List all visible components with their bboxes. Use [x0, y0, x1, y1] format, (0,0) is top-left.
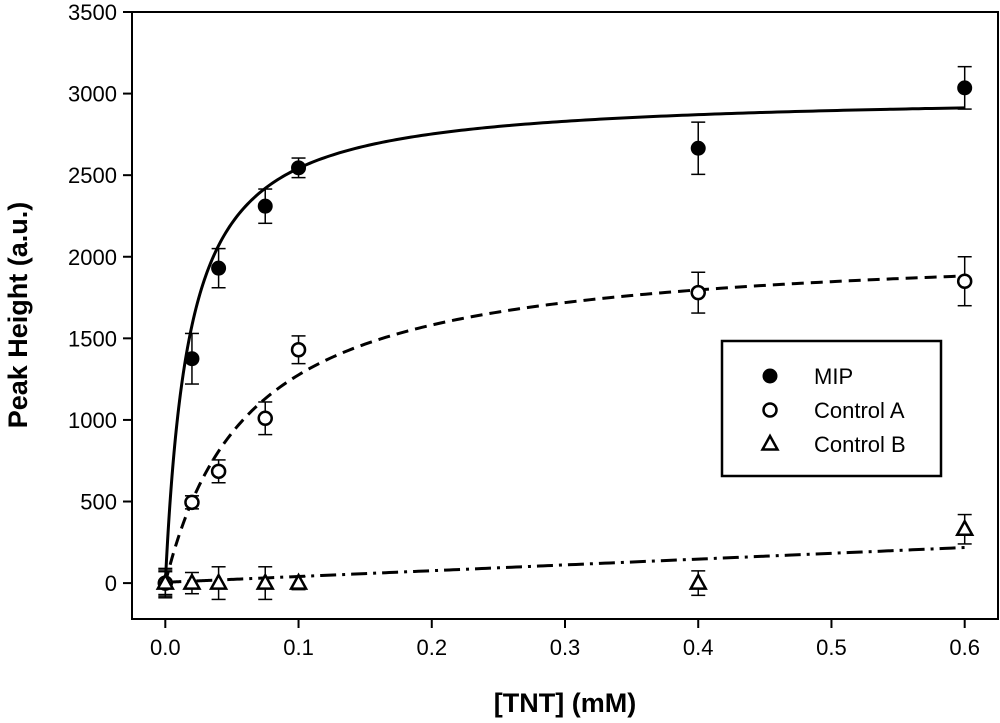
y-tick-label: 500 [80, 490, 117, 515]
data-point-control-b [208, 572, 229, 590]
data-point-control-b [288, 572, 309, 590]
data-point-control-a [956, 273, 973, 289]
y-tick-label: 2000 [68, 245, 117, 270]
fit-curve-mip [163, 106, 965, 584]
y-axis-title: Peak Height (a.u.) [3, 202, 33, 429]
y-tick-label: 1000 [68, 408, 117, 433]
data-point-control-a [184, 494, 200, 511]
legend-label-mip: MIP [814, 364, 853, 389]
x-axis: 0.0 0.1 0.2 0.3 0.4 0.5 0.6 [150, 619, 980, 660]
x-tick-label: 0.1 [283, 635, 314, 660]
data-point-mip [257, 198, 273, 214]
x-tick-label: 0.3 [550, 635, 581, 660]
fit-curve-control-a [163, 274, 965, 584]
data-point-control-b [688, 572, 708, 590]
x-axis-title: [TNT] (mM) [494, 688, 636, 718]
data-point-control-a [690, 284, 706, 301]
legend-marker-control-b [760, 433, 780, 451]
x-tick-label: 0.2 [416, 635, 447, 660]
legend-label-control-b: Control B [814, 432, 906, 457]
legend-marker-mip [762, 368, 778, 384]
error-bars [158, 65, 972, 601]
y-tick-label: 3500 [68, 0, 117, 25]
plot-frame [131, 11, 999, 620]
x-tick-label: 0.4 [683, 635, 714, 660]
data-point-mip [957, 80, 973, 96]
y-tick-label: 1500 [68, 326, 117, 351]
x-tick-label: 0.5 [816, 635, 847, 660]
data-markers [155, 80, 975, 591]
x-tick-label: 0.0 [150, 635, 181, 660]
y-tick-label: 0 [105, 571, 117, 596]
legend-marker-control-a [762, 402, 778, 418]
data-point-control-a [210, 463, 227, 480]
legend-box [720, 339, 943, 478]
data-point-mip [291, 160, 307, 176]
data-point-control-a [290, 342, 307, 358]
fit-curve-control-b [164, 546, 965, 584]
data-point-mip [690, 140, 706, 156]
y-tick-label: 3000 [68, 82, 117, 107]
data-point-control-b [182, 572, 202, 590]
legend: MIP Control A Control B [720, 339, 943, 478]
data-point-mip [184, 351, 200, 367]
legend-label-control-a: Control A [814, 398, 905, 423]
data-point-control-a [257, 410, 273, 427]
data-point-mip [211, 260, 227, 276]
data-point-control-b [955, 518, 975, 537]
y-tick-label: 2500 [68, 163, 117, 188]
y-axis: 0 500 1000 1500 2000 2500 3000 3500 [68, 0, 132, 596]
data-point-control-b [255, 572, 275, 590]
x-tick-label: 0.6 [949, 635, 980, 660]
data-point-control-b [155, 572, 175, 590]
